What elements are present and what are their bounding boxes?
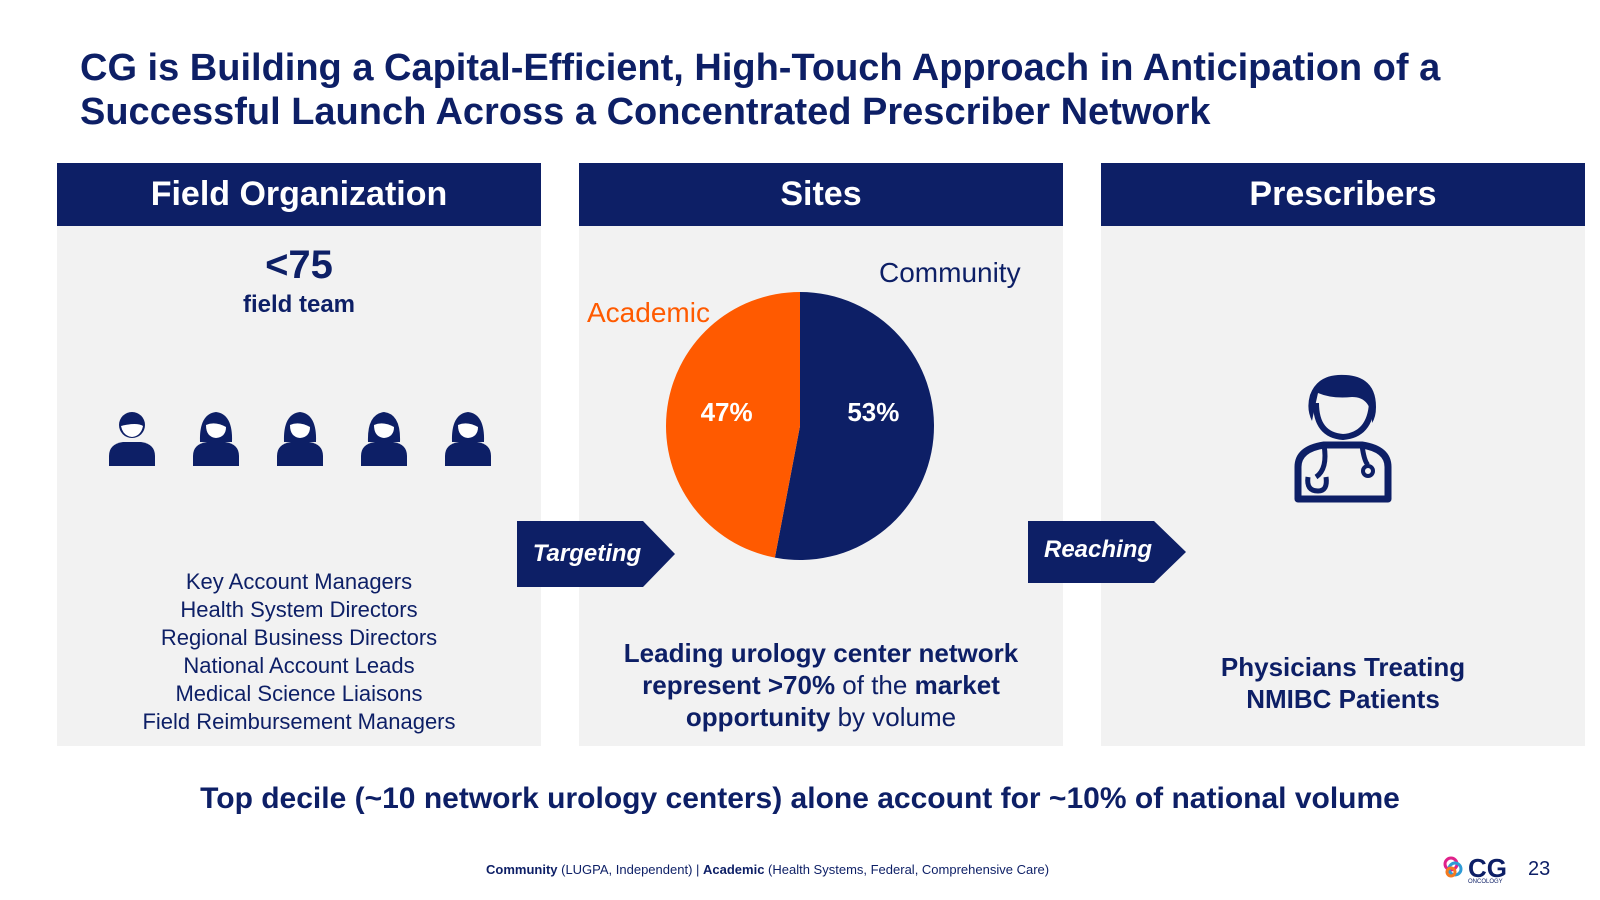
prescribers-panel: Prescribers Physicians Treating NMIBC Pa… [1101,163,1585,746]
pie-data-label-academic: 47% [701,397,753,427]
footnote-academic-label: Academic [703,862,765,877]
pie-legend-community: Community [879,257,1021,288]
role-item: Medical Science Liaisons [175,681,423,706]
company-logo: CG ONCOLOGY [1442,853,1512,887]
sites-note-bold: Leading urology center network [623,638,1019,668]
sites-note-bold: market [914,670,1000,700]
female-person-icon [361,412,407,466]
targeting-label: Targeting [532,540,642,567]
prescribers-line: NMIBC Patients [1246,684,1440,714]
footnote: Community (LUGPA, Independent) | Academi… [486,862,1049,877]
sites-note-bold: opportunity [685,702,831,732]
field-team-label: field team [242,291,356,318]
reaching-label: Reaching [1043,536,1153,563]
field-organization-panel: Field Organization <75 field team [57,163,541,746]
pie-slice-academic [666,292,800,558]
pie-slice-community [774,292,935,560]
sites-note-text: by volume [830,702,957,732]
logo-subtext: ONCOLOGY [1468,879,1503,885]
female-person-icon [277,412,323,466]
prescribers-text: Physicians Treating NMIBC Patients [1101,651,1585,715]
field-team-count: <75 [265,243,333,287]
doctor-icon [1294,374,1392,503]
field-roles-list: Key Account Managers Health System Direc… [57,568,541,736]
sites-note-text: of the [835,670,915,700]
female-person-icon [193,412,239,466]
female-person-icon [445,412,491,466]
field-organization-header: Field Organization [57,163,541,226]
role-item: Field Reimbursement Managers [142,709,456,734]
page-number: 23 [1528,858,1551,880]
pie-data-label-community: 53% [847,397,899,427]
pie-legend-academic: Academic [587,297,710,328]
sites-pie-chart: 53% 47% [666,292,935,560]
bottom-takeaway: Top decile (~10 network urology centers)… [200,782,1400,815]
logo-text: CG [1468,853,1507,883]
role-item: Regional Business Directors [160,625,438,650]
footnote-academic-detail: (Health Systems, Federal, Comprehensive … [764,862,1050,877]
prescribers-line: Physicians Treating [1220,652,1466,682]
role-item: Health System Directors [180,597,418,622]
logo-mark-icon [1443,856,1463,878]
role-item: National Account Leads [183,653,415,678]
sites-header: Sites [579,163,1063,226]
male-person-icon [109,412,155,466]
sites-panel: Sites 53% 47% Community Academic Leading … [579,163,1063,746]
targeting-label-wrap: Targeting [517,521,677,587]
targeting-arrow [517,521,675,587]
role-item: Key Account Managers [185,569,413,594]
sites-note-bold: represent >70% [642,670,836,700]
slide-title: CG is Building a Capital-Efficient, High… [80,47,1441,133]
footnote-community-detail: (LUGPA, Independent) | [557,862,703,877]
reaching-arrow [1028,521,1186,583]
reaching-label-wrap: Reaching [1028,519,1188,581]
field-team-icons [107,408,497,468]
prescribers-header: Prescribers [1101,163,1585,226]
footnote-community-label: Community [486,862,558,877]
sites-note: Leading urology center network represent… [579,637,1063,733]
